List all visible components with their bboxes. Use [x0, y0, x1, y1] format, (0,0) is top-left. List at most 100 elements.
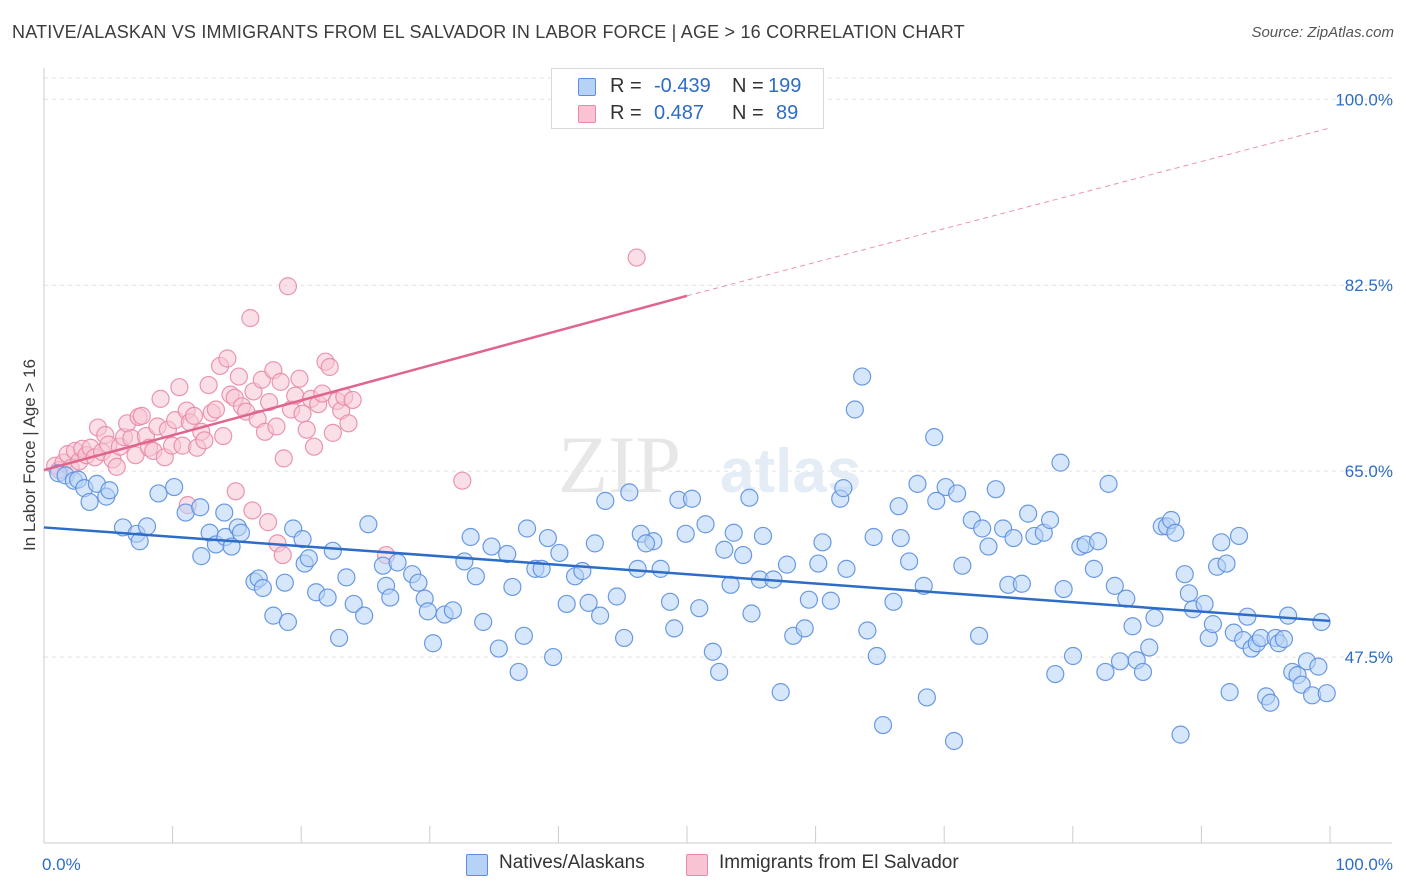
data-point	[889, 497, 908, 516]
data-point	[1217, 554, 1236, 573]
data-point	[538, 528, 558, 548]
data-point	[1203, 615, 1223, 634]
data-point	[845, 400, 864, 419]
data-point	[710, 662, 729, 682]
data-point	[344, 594, 363, 614]
data-point	[443, 601, 462, 620]
stats-r-label: R =	[610, 75, 642, 97]
data-point	[191, 498, 210, 517]
data-point	[813, 533, 832, 552]
data-point	[514, 626, 533, 645]
data-point	[1040, 510, 1060, 530]
data-point	[873, 715, 893, 735]
data-point	[498, 544, 517, 564]
data-point	[330, 628, 349, 648]
data-point	[864, 527, 883, 547]
data-point	[1019, 504, 1038, 523]
data-point	[809, 554, 828, 573]
axes	[43, 68, 1392, 844]
legend-label-natives: Natives/Alaskans	[499, 852, 645, 873]
data-point	[908, 474, 927, 493]
data-point	[503, 577, 522, 597]
data-point	[696, 515, 715, 534]
data-point	[271, 372, 290, 391]
data-point	[734, 545, 753, 565]
data-point	[165, 477, 184, 497]
data-point	[137, 517, 157, 536]
data-point	[192, 547, 211, 566]
data-point	[241, 309, 260, 328]
data-point	[409, 573, 428, 592]
data-point	[682, 489, 702, 508]
data-point	[195, 431, 214, 450]
data-point	[1238, 607, 1257, 626]
data-point	[853, 367, 872, 386]
data-point	[482, 537, 501, 556]
data-point	[355, 606, 374, 625]
data-point	[979, 537, 998, 556]
data-point	[740, 488, 759, 507]
data-point	[170, 378, 189, 397]
stats-n-label: N =	[732, 75, 764, 97]
data-point	[1004, 528, 1023, 548]
data-point	[132, 406, 151, 425]
data-point	[953, 556, 972, 575]
data-point	[1088, 532, 1108, 551]
data-point	[557, 594, 576, 614]
data-point	[274, 449, 293, 468]
stats-n-label: N =	[732, 102, 764, 124]
data-point	[973, 519, 992, 538]
watermark-zip: ZIP	[558, 419, 681, 510]
y-tick-label: 82.5%	[1345, 276, 1393, 295]
legend-swatch-natives	[466, 854, 488, 876]
data-point	[665, 619, 684, 638]
data-point	[253, 578, 272, 598]
data-point	[489, 639, 508, 658]
data-point	[1179, 584, 1199, 603]
stats-box: R = -0.439 N = 199 R = 0.487 N = 89	[551, 68, 824, 129]
data-point	[130, 532, 149, 551]
data-point	[293, 530, 312, 549]
data-point	[1133, 662, 1153, 682]
data-point	[231, 523, 251, 542]
y-tick-label: 100.0%	[1335, 90, 1393, 109]
data-point	[690, 599, 709, 618]
trend-line-natives	[43, 526, 1331, 623]
data-point	[636, 534, 656, 553]
data-point	[795, 619, 814, 638]
data-point	[724, 523, 743, 542]
data-point	[1110, 652, 1130, 671]
data-point	[607, 587, 626, 606]
trend-line-immigrants-extension	[686, 127, 1331, 297]
data-point	[184, 406, 204, 425]
data-point	[1229, 526, 1249, 546]
data-point	[715, 540, 734, 559]
trend-lines	[43, 127, 1331, 623]
data-point	[660, 592, 680, 611]
data-point	[474, 612, 493, 632]
legend-label-immigrants: Immigrants from El Salvador	[719, 852, 959, 873]
data-point	[455, 552, 474, 571]
series-natives-alaskans	[49, 367, 1336, 751]
data-point	[466, 567, 485, 586]
data-point	[293, 404, 312, 423]
data-point	[1312, 612, 1331, 632]
data-point	[243, 501, 262, 520]
data-point	[821, 591, 840, 610]
data-point	[259, 513, 278, 532]
data-point	[1145, 608, 1164, 627]
stats-row-immigrants: R = 0.487 N = 89	[552, 100, 823, 128]
y-tick-label: 65.0%	[1345, 462, 1393, 481]
data-point	[550, 543, 569, 563]
data-point	[651, 559, 670, 578]
data-point	[423, 634, 443, 653]
data-point	[1175, 565, 1194, 584]
data-point	[275, 573, 294, 592]
data-point	[590, 606, 610, 625]
data-point	[337, 568, 356, 587]
stats-r-label: R =	[610, 102, 642, 124]
stats-n-value: 199	[768, 75, 802, 97]
data-point	[323, 423, 342, 442]
data-point	[304, 437, 324, 456]
data-point	[1261, 693, 1280, 712]
